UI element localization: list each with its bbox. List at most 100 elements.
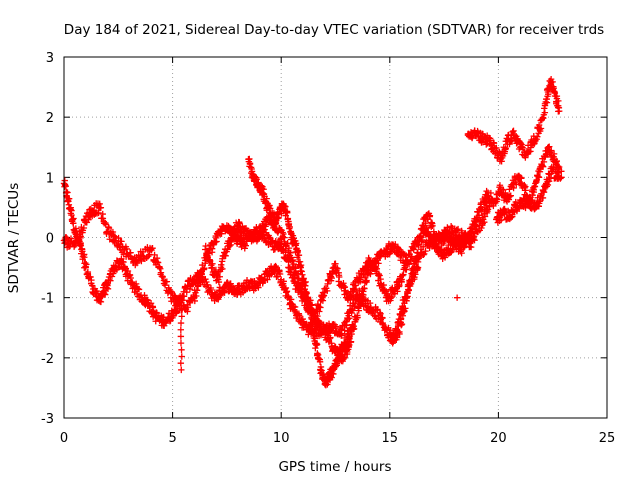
data-point <box>486 198 493 205</box>
data-point <box>490 140 498 147</box>
data-point <box>324 381 331 388</box>
data-point <box>531 183 538 190</box>
data-point <box>68 207 75 214</box>
data-point <box>420 251 427 258</box>
data-point <box>345 333 353 341</box>
data-point <box>502 145 509 152</box>
data-point <box>360 288 367 295</box>
data-point <box>453 294 461 301</box>
data-point <box>105 224 113 232</box>
data-point <box>318 321 326 328</box>
data-point <box>395 283 402 290</box>
data-point <box>372 264 379 271</box>
data-point <box>172 296 179 304</box>
data-point <box>422 247 429 255</box>
data-point <box>87 273 94 281</box>
data-point <box>298 268 305 275</box>
data-point <box>317 304 324 311</box>
data-point <box>346 315 353 322</box>
data-point <box>536 168 544 175</box>
data-point <box>132 280 140 288</box>
data-point <box>343 322 350 329</box>
data-point <box>341 346 348 353</box>
data-point <box>246 228 254 236</box>
data-point <box>261 277 268 284</box>
data-point <box>193 287 201 294</box>
data-point <box>149 244 156 252</box>
data-point <box>549 78 556 86</box>
data-point <box>327 334 334 341</box>
data-point <box>336 273 343 281</box>
data-point <box>334 265 341 272</box>
x-tick-label: 15 <box>382 431 399 446</box>
data-point <box>196 275 204 283</box>
y-tick-label: 2 <box>46 111 54 126</box>
data-point <box>83 261 90 268</box>
data-point <box>545 178 553 185</box>
data-point <box>540 158 548 166</box>
data-point <box>352 285 360 293</box>
data-point <box>104 285 112 293</box>
data-point <box>481 213 489 220</box>
data-point <box>178 306 185 313</box>
y-tick-label: -3 <box>41 412 54 427</box>
data-point <box>407 280 415 288</box>
data-point <box>99 210 106 218</box>
data-point <box>441 254 449 261</box>
data-point <box>287 249 294 257</box>
data-point <box>165 284 172 291</box>
data-point <box>396 328 403 336</box>
data-point <box>349 324 357 331</box>
data-point <box>355 275 363 282</box>
data-point <box>304 298 311 305</box>
data-point <box>200 264 208 272</box>
data-point <box>399 312 407 319</box>
data-point <box>429 222 436 230</box>
data-point <box>118 255 125 263</box>
data-point <box>493 144 500 152</box>
data-point <box>550 150 558 158</box>
data-point <box>95 209 102 217</box>
data-point <box>203 278 210 286</box>
data-point <box>302 278 309 286</box>
data-point <box>111 233 119 240</box>
data-point <box>422 220 429 227</box>
data-point <box>507 192 514 199</box>
data-point <box>80 224 88 232</box>
data-point <box>312 344 319 352</box>
data-point <box>246 160 254 167</box>
data-point <box>403 266 410 273</box>
data-point <box>294 248 301 255</box>
data-point <box>510 184 517 192</box>
data-point <box>177 333 185 340</box>
data-point <box>529 191 536 199</box>
data-point <box>402 293 410 300</box>
data-point <box>265 203 272 211</box>
data-point <box>213 238 220 245</box>
data-point <box>120 258 127 266</box>
data-point <box>226 242 233 250</box>
data-point <box>134 285 142 292</box>
data-point <box>403 258 411 265</box>
data-point <box>276 270 284 278</box>
data-point <box>177 319 185 327</box>
data-point <box>297 261 305 269</box>
data-point <box>273 264 280 271</box>
data-point <box>266 234 273 241</box>
data-point <box>97 204 105 211</box>
data-point <box>124 267 132 275</box>
data-point <box>177 326 185 333</box>
data-point <box>541 109 549 116</box>
x-axis-label: GPS time / hours <box>278 459 391 475</box>
data-point <box>502 189 509 197</box>
data-point <box>281 234 288 241</box>
data-point <box>85 216 92 223</box>
data-point <box>135 286 143 293</box>
data-point <box>284 209 291 216</box>
plot-frame <box>63 56 608 419</box>
data-point <box>375 260 382 267</box>
y-axis-label: SDTVAR / TECUs <box>6 183 22 293</box>
data-point <box>144 296 151 304</box>
data-point <box>557 175 564 182</box>
data-point <box>178 313 185 320</box>
